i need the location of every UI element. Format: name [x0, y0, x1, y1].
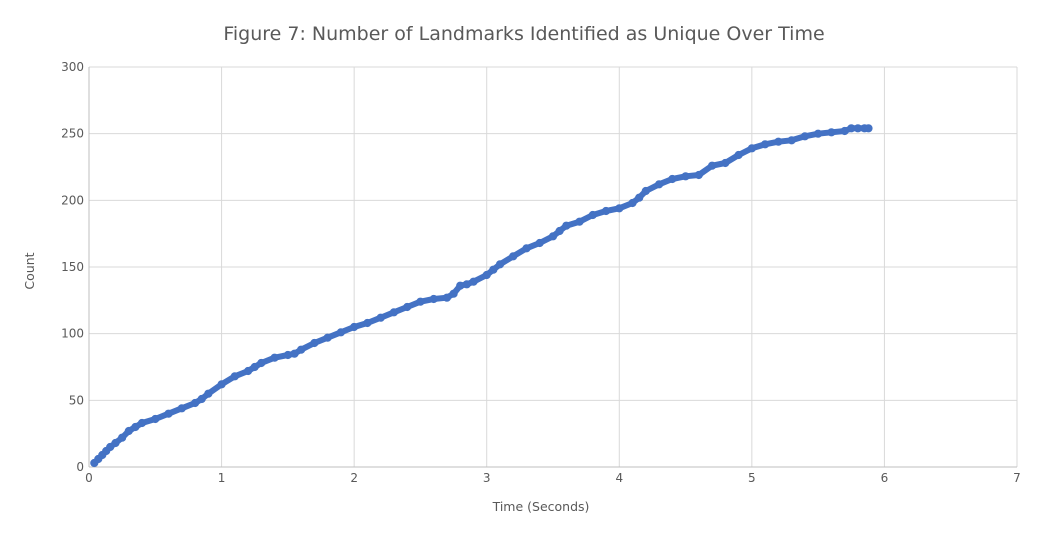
data-point: [403, 302, 412, 312]
data-point: [442, 293, 451, 302]
data-point: [761, 140, 770, 149]
y-tick-label: 200: [61, 193, 84, 207]
y-tick-label: 150: [61, 260, 84, 274]
chart-title: Figure 7: Number of Landmarks Identified…: [223, 23, 824, 45]
data-point: [124, 426, 133, 436]
y-tick-label: 250: [61, 127, 84, 141]
data-point: [628, 198, 637, 208]
data-point: [118, 433, 127, 442]
data-point: [747, 144, 757, 153]
data-point: [336, 328, 345, 337]
data-point: [469, 277, 478, 286]
data-point: [131, 422, 140, 432]
data-point: [363, 318, 372, 328]
data-point: [721, 158, 730, 168]
data-point: [489, 265, 498, 274]
data-point: [376, 313, 385, 322]
data-point: [217, 380, 226, 389]
x-tick-label: 1: [218, 471, 226, 485]
data-point: [535, 238, 544, 248]
data-point: [151, 414, 160, 424]
x-tick-label: 6: [881, 471, 889, 485]
data-point: [562, 221, 571, 230]
x-tick-label: 0: [85, 471, 93, 485]
data-point: [522, 244, 531, 253]
data-point: [655, 180, 664, 189]
data-point: [668, 174, 677, 184]
data-point: [290, 349, 299, 358]
y-tick-label: 100: [61, 327, 84, 341]
data-point: [230, 372, 239, 381]
x-tick-label: 2: [350, 471, 358, 485]
data-point: [601, 206, 611, 216]
data-point: [548, 232, 558, 241]
data-point: [681, 172, 690, 181]
data-point: [864, 124, 873, 133]
data-point: [482, 270, 491, 280]
data-point: [197, 394, 206, 404]
data-point: [462, 280, 471, 289]
tick-labels: 0 50 100 150 200 250 300 0 1 2 3 4 5 6 7: [61, 60, 1021, 485]
data-point: [827, 128, 836, 137]
y-axis-title: Count: [22, 252, 37, 289]
data-point: [694, 170, 703, 180]
x-tick-label: 3: [483, 471, 491, 485]
data-point: [635, 193, 644, 202]
data-point: [800, 132, 810, 141]
data-point: [310, 338, 319, 348]
data-point: [641, 186, 650, 196]
y-tick-label: 50: [69, 393, 84, 407]
data-point: [283, 350, 292, 360]
grid-layer: [89, 66, 1018, 467]
y-tick-label: 300: [61, 60, 84, 74]
data-point: [257, 358, 266, 368]
data-series: [90, 124, 873, 468]
data-point: [323, 333, 332, 342]
data-point: [164, 409, 173, 418]
data-point: [708, 161, 717, 170]
axis-layer: [88, 67, 1017, 468]
data-point: [416, 297, 425, 306]
data-point: [575, 217, 584, 226]
y-tick-label: 0: [76, 460, 84, 474]
data-point: [191, 398, 200, 408]
x-axis-title: Time (Seconds): [492, 499, 590, 514]
data-point: [137, 418, 147, 428]
data-point: [615, 204, 624, 213]
data-point: [429, 294, 438, 304]
data-point: [204, 389, 213, 398]
data-point: [495, 260, 505, 269]
data-point: [270, 353, 279, 362]
data-point: [588, 210, 597, 220]
data-point: [297, 345, 306, 354]
data-point: [509, 252, 518, 261]
data-point: [389, 308, 398, 317]
data-point: [456, 281, 465, 290]
data-point: [250, 362, 259, 372]
x-tick-label: 5: [748, 471, 756, 485]
x-tick-label: 4: [615, 471, 623, 485]
x-tick-label: 7: [1013, 471, 1021, 485]
data-point: [449, 289, 458, 298]
data-point: [734, 150, 743, 160]
data-point: [814, 129, 823, 138]
data-point: [111, 438, 120, 448]
data-point: [177, 404, 186, 413]
data-point: [106, 442, 115, 452]
data-point: [787, 136, 796, 145]
data-point: [244, 366, 253, 376]
data-point: [555, 226, 564, 236]
data-point: [774, 137, 783, 146]
data-point: [350, 322, 359, 332]
series-line: [91, 125, 872, 466]
